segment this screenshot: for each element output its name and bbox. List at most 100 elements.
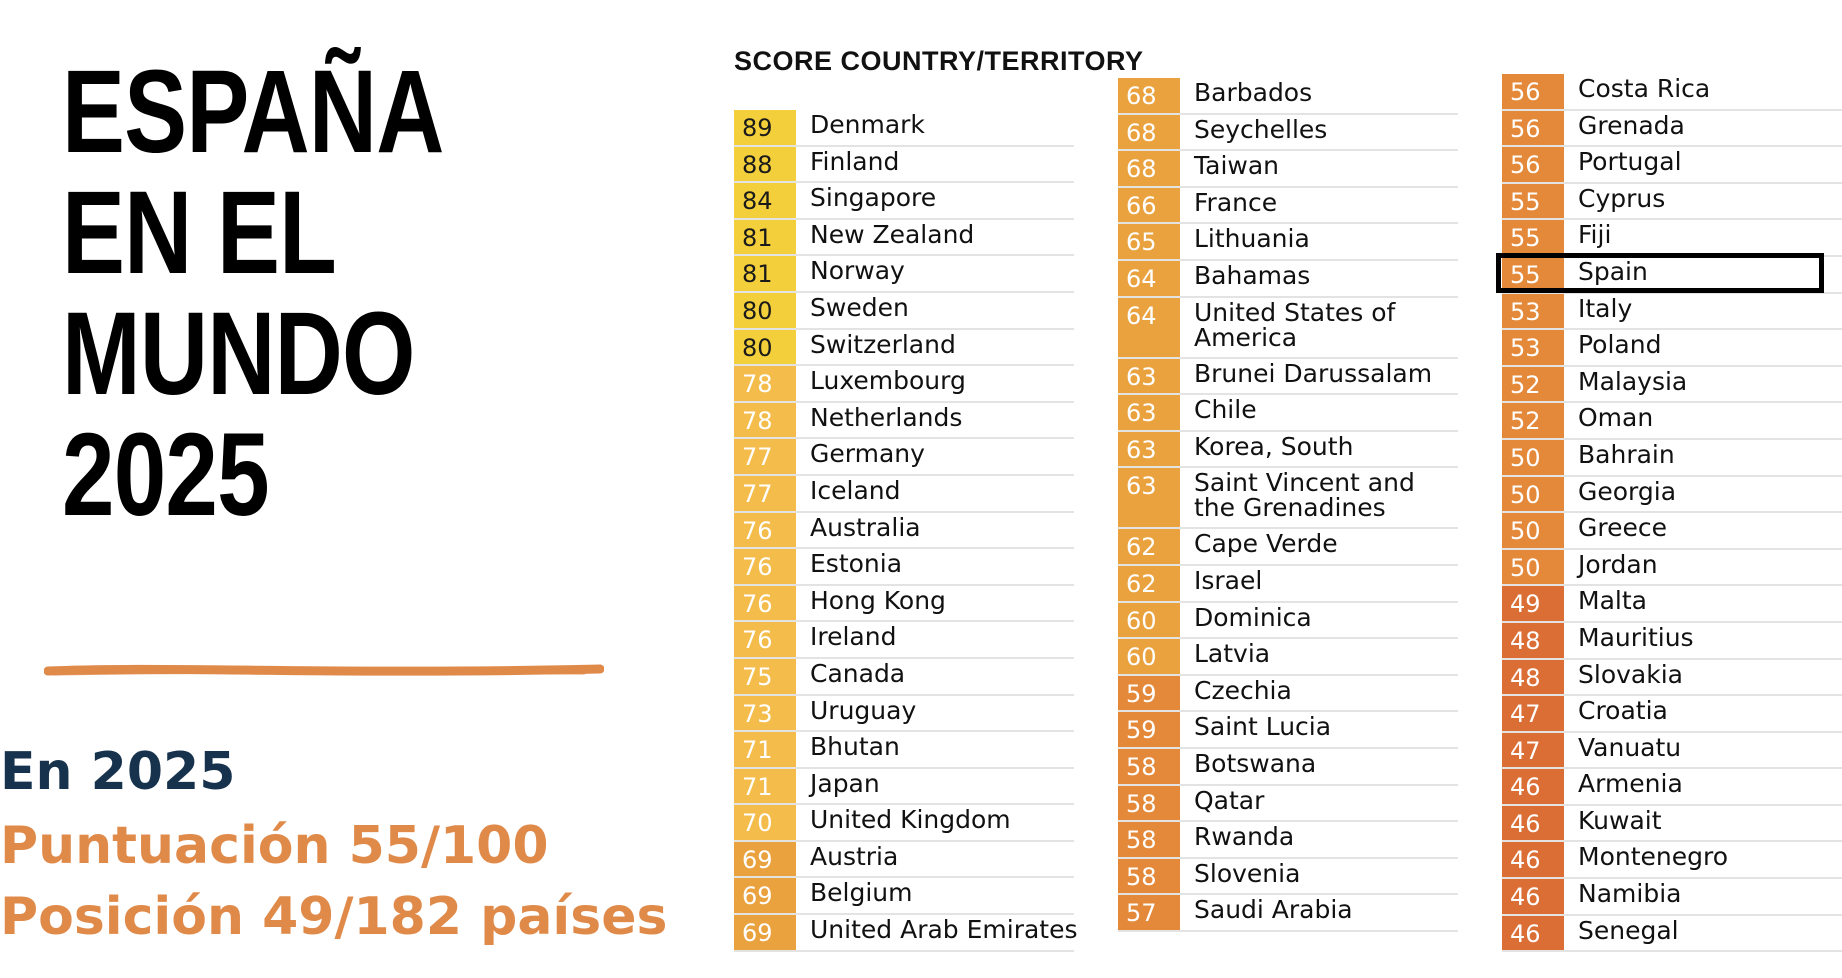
score-cell: 58 <box>1118 785 1180 821</box>
country-cell: Bahrain <box>1578 439 1675 469</box>
country-cell: United Arab Emirates <box>810 915 1078 945</box>
score-cell: 57 <box>1118 895 1180 930</box>
score-cell: 76 <box>734 622 796 657</box>
country-cell: Montenegro <box>1578 842 1729 872</box>
score-cell: 50 <box>1502 549 1564 585</box>
country-cell: Bhutan <box>810 732 900 762</box>
table-row: 71 Bhutan <box>734 732 1074 769</box>
score-cell: 48 <box>1502 622 1564 658</box>
table-row: 56 Portugal <box>1502 147 1842 184</box>
country-cell: Cape Verde <box>1194 529 1338 559</box>
score-cell: 71 <box>734 768 796 804</box>
country-cell: Latvia <box>1194 639 1271 669</box>
country-cell: Lithuania <box>1194 224 1310 254</box>
score-cell: 80 <box>734 292 796 328</box>
country-cell: Israel <box>1194 565 1263 595</box>
country-cell: Portugal <box>1578 147 1682 177</box>
score-cell: 55 <box>1502 183 1564 219</box>
score-cell: 63 <box>1118 468 1180 528</box>
score-cell: 68 <box>1118 151 1180 186</box>
score-cell: 55 <box>1502 256 1564 292</box>
table-row: 76 Hong Kong <box>734 585 1074 623</box>
score-cell: 77 <box>734 475 796 511</box>
table-row: 76 Ireland <box>734 622 1074 659</box>
score-cell: 52 <box>1502 366 1564 402</box>
table-row: 71 Japan <box>734 768 1074 806</box>
score-cell: 58 <box>1118 822 1180 857</box>
score-cell: 76 <box>734 549 796 584</box>
table-row: 46 Kuwait <box>1502 805 1842 843</box>
table-row: 48 Slovakia <box>1502 659 1842 697</box>
country-cell: Dominica <box>1194 602 1312 632</box>
score-cell: 70 <box>734 805 796 840</box>
country-cell: Seychelles <box>1194 114 1328 144</box>
table-row: 66 France <box>1118 187 1458 225</box>
country-cell: Namibia <box>1578 879 1682 909</box>
score-cell: 50 <box>1502 476 1564 512</box>
score-cell: 60 <box>1118 602 1180 638</box>
score-cell: 56 <box>1502 74 1564 109</box>
table-row: 48 Mauritius <box>1502 622 1842 660</box>
country-cell: Norway <box>810 256 905 286</box>
country-cell: Poland <box>1578 330 1662 360</box>
country-cell: Senegal <box>1578 915 1679 945</box>
country-cell: Rwanda <box>1194 822 1295 852</box>
score-cell: 55 <box>1502 220 1564 255</box>
country-cell: Sweden <box>810 292 909 322</box>
score-cell: 60 <box>1118 639 1180 674</box>
country-cell: Costa Rica <box>1578 74 1711 103</box>
country-cell: Saint Lucia <box>1194 712 1332 742</box>
country-cell: Mauritius <box>1578 622 1694 652</box>
table-row: 64 Bahamas <box>1118 260 1458 298</box>
score-cell: 53 <box>1502 293 1564 329</box>
country-cell: Canada <box>810 658 906 688</box>
table-row: 70 United Kingdom <box>734 805 1074 842</box>
stat-rank: Posición 49/182 países <box>0 887 668 947</box>
table-row: 49 Malta <box>1502 586 1842 623</box>
country-cell: Grenada <box>1578 110 1685 140</box>
score-cell: 63 <box>1118 358 1180 394</box>
country-cell: Estonia <box>810 549 903 579</box>
table-row: 62 Israel <box>1118 565 1458 603</box>
country-cell: United States of America <box>1194 297 1396 352</box>
table-row: 60 Latvia <box>1118 639 1458 676</box>
score-cell: 50 <box>1502 513 1564 548</box>
score-cell: 64 <box>1118 297 1180 357</box>
table-row: 59 Czechia <box>1118 675 1458 713</box>
table-row: 84 Singapore <box>734 183 1074 220</box>
score-cell: 47 <box>1502 696 1564 731</box>
table-row: 52 Oman <box>1502 403 1842 440</box>
score-cell: 52 <box>1502 403 1564 438</box>
table-row: 88 Finland <box>734 146 1074 184</box>
country-cell: Spain <box>1578 256 1648 286</box>
score-cell: 59 <box>1118 712 1180 747</box>
score-cell: 81 <box>734 256 796 291</box>
score-cell: 76 <box>734 512 796 548</box>
country-cell: Australia <box>810 512 921 542</box>
score-cell: 88 <box>734 146 796 182</box>
country-cell: Hong Kong <box>810 585 946 615</box>
table-row: 75 Canada <box>734 658 1074 696</box>
country-cell: Ireland <box>810 622 897 652</box>
table-row: 69 Belgium <box>734 878 1074 916</box>
score-cell: 47 <box>1502 732 1564 768</box>
country-cell: Cyprus <box>1578 183 1666 213</box>
score-cell: 76 <box>734 585 796 621</box>
table-row: 63 Saint Vincent and the Grenadines <box>1118 468 1458 530</box>
score-cell: 63 <box>1118 431 1180 467</box>
score-cell: 78 <box>734 402 796 438</box>
table-row: 57 Saudi Arabia <box>1118 895 1458 932</box>
title-line-4: 2025 <box>62 409 270 541</box>
country-cell: Netherlands <box>810 402 963 432</box>
table-row: 80 Sweden <box>734 292 1074 330</box>
ranking-column-3: 56 Costa Rica 56 Grenada 56 Portugal 55 Cyprus 5… <box>1502 74 1842 953</box>
table-row: 77 Germany <box>734 439 1074 476</box>
score-cell: 50 <box>1502 439 1564 475</box>
table-row: 81 New Zealand <box>734 219 1074 257</box>
score-cell: 46 <box>1502 842 1564 878</box>
table-row: 78 Netherlands <box>734 402 1074 440</box>
table-row: 52 Malaysia <box>1502 366 1842 404</box>
score-cell: 56 <box>1502 110 1564 146</box>
country-cell: Greece <box>1578 513 1667 543</box>
table-row: 78 Luxembourg <box>734 366 1074 403</box>
